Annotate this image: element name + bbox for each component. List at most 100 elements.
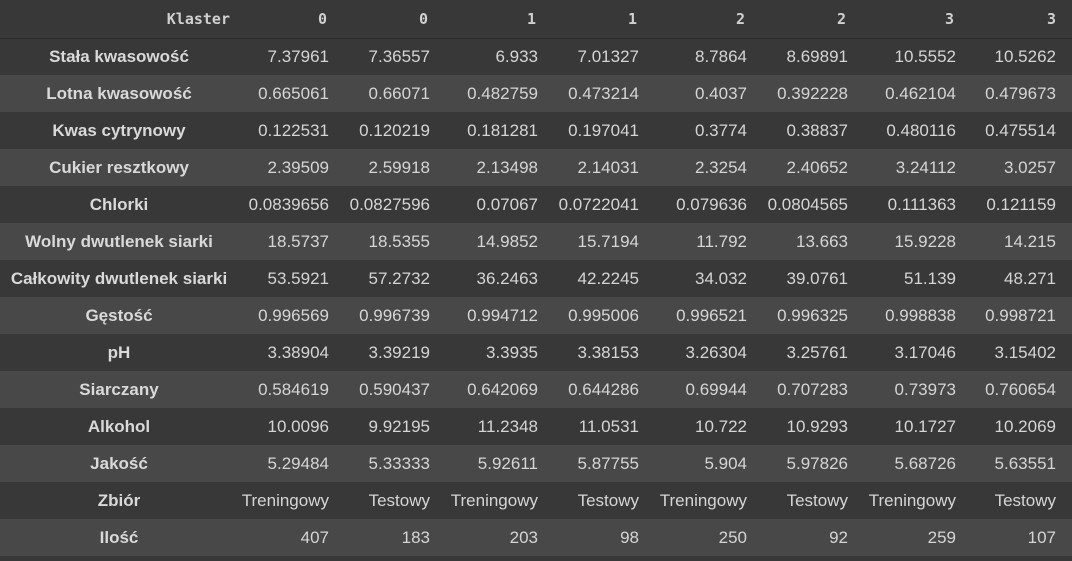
table-cell: 7.01327 <box>577 46 639 66</box>
table-cell: 5.97826 <box>786 453 848 473</box>
table-cell: 0.480116 <box>886 120 956 140</box>
table-cell: 5.904 <box>704 453 747 473</box>
table-cell: 3.38904 <box>267 342 329 362</box>
table-cell: 11.792 <box>696 231 747 251</box>
table-cell: 10.9293 <box>786 416 848 436</box>
table-cell: 92 <box>829 527 848 547</box>
table-cell: 0.707283 <box>777 379 848 399</box>
column-header: 2 <box>653 0 761 39</box>
column-header: 1 <box>444 0 552 39</box>
table-cell: 107 <box>1027 527 1056 547</box>
table-cell: Treningowy <box>241 490 329 510</box>
table-cell: 2.39509 <box>267 157 329 177</box>
table-cell: 5.87755 <box>577 453 639 473</box>
table-cell: 5.63551 <box>994 453 1056 473</box>
table-cell: 14.9852 <box>476 231 538 251</box>
row-label: Wolny dwutlenek siarki <box>25 231 213 251</box>
table-cell: 183 <box>401 527 430 547</box>
table-cell: 0.584619 <box>258 379 329 399</box>
table-cell: 3.24112 <box>895 157 956 177</box>
table-cell: 5.29484 <box>267 453 329 473</box>
table-cell: 3.25761 <box>786 342 848 362</box>
table-cell: 3.3935 <box>486 342 538 362</box>
table-cell: 3.38153 <box>577 342 639 362</box>
header-row: Klaster 0 0 1 1 2 2 3 3 <box>0 0 1072 39</box>
table-row: Alkohol 10.0096 9.92195 11.2348 11.0531 10.72… <box>0 408 1072 445</box>
table-cell: 0.462104 <box>885 83 956 103</box>
index-header: Klaster <box>0 0 236 39</box>
table-cell: 0.0839656 <box>248 194 329 214</box>
table-cell: 10.2069 <box>994 416 1056 436</box>
table-cell: 0.4037 <box>695 83 747 103</box>
table-row: Cukier resztkowy 2.39509 2.59918 2.13498 2.1… <box>0 149 1072 186</box>
table-cell: 0.998721 <box>985 305 1056 325</box>
table-cell: 0.644286 <box>568 379 639 399</box>
table-cell: 2.14031 <box>577 157 639 177</box>
table-cell: 0.07067 <box>476 194 538 214</box>
row-label: Siarczany <box>79 379 159 399</box>
row-label: Cukier resztkowy <box>49 157 189 177</box>
table-cell: 18.5737 <box>267 231 329 251</box>
table-cell: 0.995006 <box>568 305 639 325</box>
row-label: Ilość <box>99 527 139 547</box>
table-cell: 0.079636 <box>676 194 747 214</box>
table-cell: 14.215 <box>1004 231 1056 251</box>
table-cell: 2.13498 <box>476 157 538 177</box>
table-cell: 7.36557 <box>368 46 430 66</box>
table-cell: 0.0827596 <box>349 194 430 214</box>
table-cell: Testowy <box>994 490 1056 510</box>
table-cell: 407 <box>300 527 329 547</box>
row-label: Całkowity dwutlenek siarki <box>10 268 228 288</box>
table-cell: 3.17046 <box>894 342 956 362</box>
column-header: 0 <box>236 0 343 39</box>
table-cell: 0.996739 <box>359 305 430 325</box>
row-label: Stała kwasowość <box>49 46 189 66</box>
column-header: 1 <box>552 0 653 39</box>
table-cell: 259 <box>927 527 956 547</box>
table-cell: 57.2732 <box>368 268 430 288</box>
table-row: Ilość 407 183 203 98 250 92 259 107 <box>0 519 1072 556</box>
table-row: Siarczany 0.584619 0.590437 0.642069 0.64428… <box>0 371 1072 408</box>
table-cell: 0.665061 <box>258 83 329 103</box>
table-cell: 3.0257 <box>1004 157 1056 177</box>
column-header: 3 <box>862 0 970 39</box>
table-cell: 10.0096 <box>267 416 329 436</box>
row-label: Kwas cytrynowy <box>52 120 186 140</box>
table-cell: 10.5262 <box>994 46 1056 66</box>
table-cell: 203 <box>509 527 538 547</box>
table-cell: 98 <box>620 527 639 547</box>
table-cell: Testowy <box>577 490 639 510</box>
table-row: Całkowity dwutlenek siarki 53.5921 57.2732… <box>0 260 1072 297</box>
table-cell: 0.122531 <box>258 120 329 140</box>
table-cell: 2.59918 <box>368 157 430 177</box>
row-label: Lotna kwasowość <box>46 83 192 103</box>
table-cell: Treningowy <box>868 490 956 510</box>
table-cell: 53.5921 <box>267 268 329 288</box>
table-cell: 5.33333 <box>368 453 430 473</box>
table-cell: 250 <box>718 527 747 547</box>
table-row: Stała kwasowość 7.37961 7.36557 6.933 7.0132… <box>0 38 1072 75</box>
table-cell: 3.15402 <box>994 342 1056 362</box>
table-cell: 0.996569 <box>258 305 329 325</box>
table-cell: 6.933 <box>495 46 538 66</box>
table-cell: 8.7864 <box>695 46 747 66</box>
table-cell: Treningowy <box>450 490 538 510</box>
table-cell: 0.392228 <box>777 83 848 103</box>
row-label: pH <box>107 342 131 362</box>
column-header: 0 <box>343 0 444 39</box>
table-cell: Treningowy <box>659 490 747 510</box>
table-cell: 10.5552 <box>894 46 956 66</box>
table-row: Wolny dwutlenek siarki 18.5737 18.5355 14.9… <box>0 223 1072 260</box>
table-cell: 0.590437 <box>359 379 430 399</box>
table-cell: 48.271 <box>1004 268 1056 288</box>
table-row: Jakość 5.29484 5.33333 5.92611 5.87755 5.904 5… <box>0 445 1072 482</box>
table-cell: 0.69944 <box>685 379 747 399</box>
table-cell: 11.2348 <box>477 416 538 436</box>
table-cell: 0.996325 <box>777 305 848 325</box>
table-cell: 3.26304 <box>685 342 747 362</box>
table-cell: 0.66071 <box>368 83 430 103</box>
table-cell: 0.998838 <box>885 305 956 325</box>
table-cell: 0.3774 <box>695 120 747 140</box>
table-cell: 7.37961 <box>267 46 329 66</box>
